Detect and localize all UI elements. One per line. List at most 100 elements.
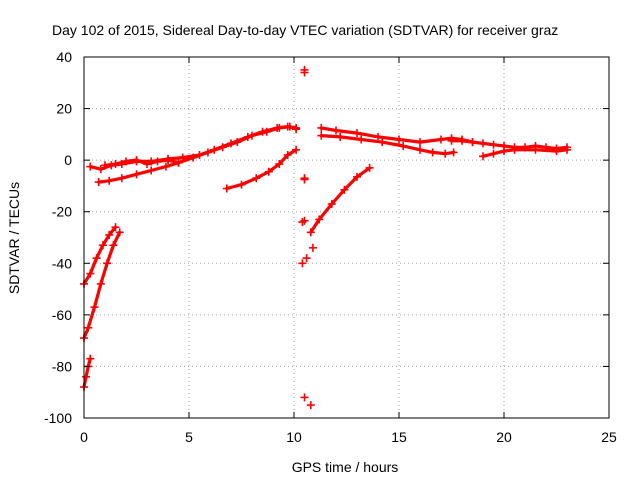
outlier-point bbox=[298, 259, 307, 268]
x-tick-label: 5 bbox=[185, 429, 193, 445]
data-point bbox=[395, 135, 403, 144]
data-point bbox=[428, 148, 437, 157]
series-pass-l bbox=[82, 357, 92, 389]
data-point bbox=[447, 136, 456, 145]
data-point bbox=[449, 148, 458, 157]
x-tick-label: 20 bbox=[496, 429, 512, 445]
data-point bbox=[340, 185, 349, 194]
series-pass-f bbox=[319, 126, 475, 144]
data-point bbox=[378, 138, 387, 147]
data-point bbox=[531, 145, 540, 154]
data-point bbox=[479, 139, 487, 148]
chart-title: Day 102 of 2015, Sidereal Day-to-day VTE… bbox=[52, 22, 558, 38]
data-point bbox=[489, 140, 498, 149]
data-point bbox=[237, 180, 246, 189]
data-point bbox=[317, 123, 326, 132]
data-point bbox=[357, 135, 366, 144]
data-point bbox=[82, 372, 91, 381]
data-point bbox=[86, 354, 95, 363]
y-tick-label: -80 bbox=[52, 358, 72, 374]
data-point bbox=[94, 178, 103, 187]
y-tick-label: -60 bbox=[52, 307, 72, 323]
data-point bbox=[132, 170, 141, 179]
data-point bbox=[552, 147, 561, 156]
data-point bbox=[332, 126, 340, 135]
data-point bbox=[189, 153, 198, 162]
data-point bbox=[233, 138, 242, 147]
data-point bbox=[147, 166, 156, 175]
data-point bbox=[109, 241, 118, 250]
data-point bbox=[105, 176, 114, 185]
data-point bbox=[203, 148, 212, 157]
data-point bbox=[353, 129, 361, 138]
data-point bbox=[122, 157, 130, 166]
data-point bbox=[292, 125, 301, 134]
outlier-point bbox=[302, 254, 311, 263]
series-pass-b bbox=[97, 124, 298, 184]
data-point bbox=[275, 123, 284, 132]
data-point bbox=[292, 145, 301, 154]
plot-data bbox=[80, 65, 571, 410]
data-point bbox=[222, 184, 231, 193]
data-point bbox=[275, 160, 284, 169]
data-point bbox=[416, 138, 424, 147]
data-point bbox=[353, 172, 361, 181]
data-point bbox=[174, 158, 183, 167]
data-point bbox=[317, 131, 326, 140]
y-axis-label: SDTVAR / TECUs bbox=[6, 182, 22, 294]
data-point bbox=[399, 141, 408, 150]
outlier-point bbox=[300, 393, 309, 402]
data-point bbox=[441, 149, 450, 158]
x-tick-label: 25 bbox=[601, 429, 617, 445]
plot-frame bbox=[83, 56, 610, 419]
data-point bbox=[96, 279, 105, 288]
data-point bbox=[117, 174, 126, 183]
data-point bbox=[374, 132, 382, 141]
data-point bbox=[285, 122, 294, 131]
data-point bbox=[111, 160, 120, 169]
x-tick-label: 10 bbox=[286, 429, 302, 445]
data-point bbox=[252, 174, 261, 183]
data-point bbox=[90, 303, 99, 312]
data-point bbox=[161, 162, 170, 171]
data-point bbox=[283, 150, 292, 159]
data-point bbox=[86, 269, 95, 278]
data-point bbox=[489, 149, 498, 158]
data-point bbox=[479, 152, 487, 161]
data-point bbox=[132, 156, 141, 165]
data-point bbox=[327, 199, 336, 208]
x-axis-label: GPS time / hours bbox=[292, 459, 399, 475]
y-tick-label: 20 bbox=[56, 101, 72, 117]
y-tick-label: 0 bbox=[64, 152, 72, 168]
data-point bbox=[365, 163, 374, 172]
data-point bbox=[468, 138, 477, 147]
data-point bbox=[510, 145, 519, 154]
data-point bbox=[563, 145, 571, 154]
data-point bbox=[98, 241, 107, 250]
data-point bbox=[153, 157, 162, 166]
data-point bbox=[306, 228, 315, 237]
series-pass-e bbox=[309, 166, 372, 234]
grid bbox=[84, 57, 609, 418]
outlier-point bbox=[300, 175, 309, 184]
data-point bbox=[264, 167, 273, 176]
axis-ticks: 0 5 10 15 20 25 -100 -80 -60 -40 -20 0 20 40 bbox=[44, 49, 617, 445]
data-point bbox=[96, 165, 105, 174]
data-point bbox=[315, 215, 324, 224]
data-point bbox=[218, 143, 227, 152]
data-point bbox=[92, 254, 101, 263]
data-point bbox=[416, 145, 424, 154]
data-point bbox=[458, 136, 466, 145]
data-point bbox=[336, 132, 345, 141]
y-tick-label: 40 bbox=[56, 49, 72, 65]
series-pass-j bbox=[82, 225, 118, 286]
data-point bbox=[103, 259, 112, 268]
y-tick-label: -40 bbox=[52, 255, 72, 271]
data-point bbox=[262, 127, 271, 136]
outlier-point bbox=[300, 68, 309, 77]
x-tick-label: 15 bbox=[391, 429, 407, 445]
data-point bbox=[437, 135, 445, 144]
y-tick-label: -100 bbox=[44, 410, 72, 426]
data-point bbox=[164, 156, 172, 165]
